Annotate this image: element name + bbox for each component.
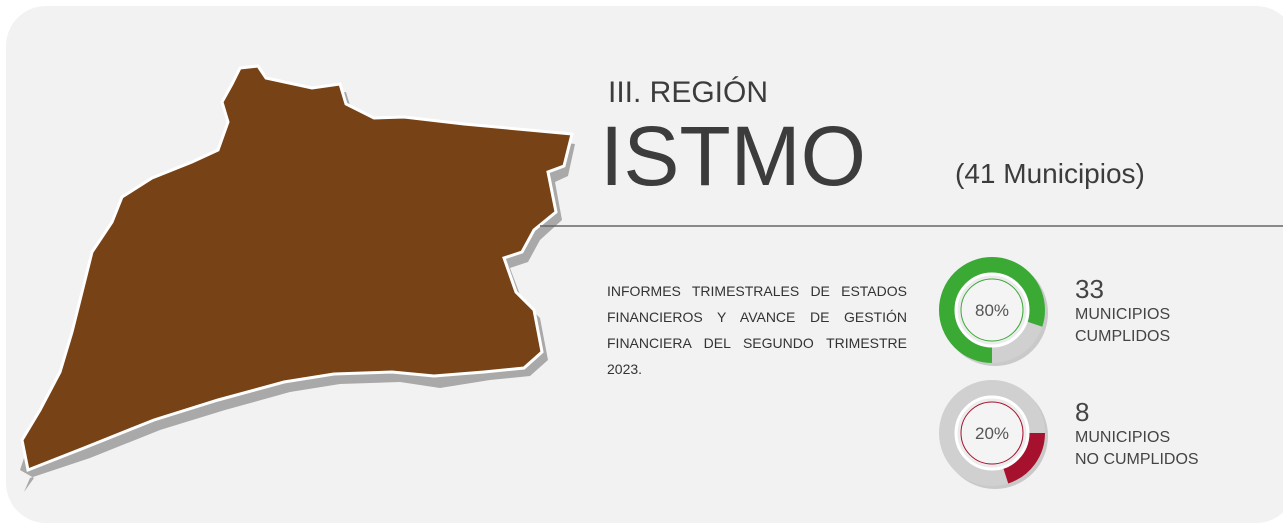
gauge-number: 33 [1075,274,1104,304]
gauge-arc [939,257,1045,363]
municipality-count: (41 Municipios) [955,158,1145,189]
gauge-label: 80% [975,301,1009,320]
gauge-caption: MUNICIPIOS [1075,306,1171,323]
gauge-label: 20% [975,424,1009,443]
gauge-caption: CUMPLIDOS [1075,328,1171,345]
gauge-inner-ring [960,278,1024,342]
region-label: III. REGIÓN [608,76,769,109]
gauge-caption: MUNICIPIOS [1075,429,1171,446]
map [20,64,575,492]
description: INFORMES TRIMESTRALES DE ESTADOS FINANCI… [607,283,907,377]
gauge-caption: NO CUMPLIDOS [1075,451,1199,468]
region-name: ISTMO [600,109,866,203]
gauge-inner-ring [960,401,1024,465]
gauge-number: 8 [1075,397,1090,427]
gauge-arc [939,380,1045,486]
